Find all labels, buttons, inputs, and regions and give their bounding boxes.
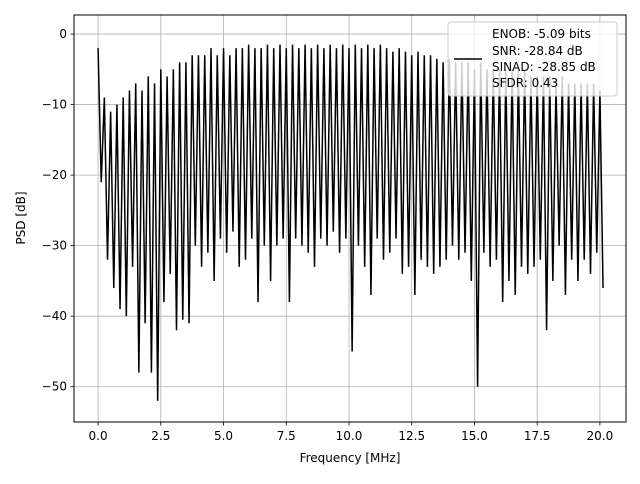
x-tick-label: 7.5 bbox=[277, 429, 296, 443]
x-tick-label: 12.5 bbox=[398, 429, 425, 443]
plot-area bbox=[97, 44, 604, 401]
x-tick-label: 17.5 bbox=[524, 429, 551, 443]
ticks: 0.0 2.5 5.0 7.5 10.0 12.5 15.0 17.5 20.0 0 −10 −20 −… bbox=[42, 27, 614, 443]
legend-box bbox=[447, 21, 618, 97]
y-axis-label: PSD [dB] bbox=[14, 191, 28, 244]
y-tick-label: −10 bbox=[42, 98, 67, 112]
y-tick-label: −40 bbox=[42, 309, 67, 323]
y-tick-label: −20 bbox=[42, 168, 67, 182]
legend-enob: ENOB: -5.09 bits bbox=[492, 27, 591, 41]
y-tick-label: −30 bbox=[42, 239, 67, 253]
x-tick-label: 20.0 bbox=[587, 429, 614, 443]
x-tick-label: 2.5 bbox=[151, 429, 170, 443]
y-tick-label: 0 bbox=[59, 27, 67, 41]
x-tick-label: 0.0 bbox=[89, 429, 108, 443]
legend-sinad: SINAD: -28.85 dB bbox=[492, 60, 596, 74]
y-tick-label: −50 bbox=[42, 380, 67, 394]
psd-series-line bbox=[97, 44, 604, 401]
legend-snr: SNR: -28.84 dB bbox=[492, 44, 583, 58]
x-tick-label: 5.0 bbox=[214, 429, 233, 443]
x-axis-label: Frequency [MHz] bbox=[300, 451, 401, 465]
legend-sfdr: SFDR: 0.43 bbox=[492, 76, 558, 90]
x-tick-label: 15.0 bbox=[461, 429, 488, 443]
x-tick-label: 10.0 bbox=[336, 429, 363, 443]
legend: ENOB: -5.09 bits SNR: -28.84 dB SINAD: -… bbox=[447, 21, 618, 97]
axes-frame bbox=[73, 14, 627, 423]
